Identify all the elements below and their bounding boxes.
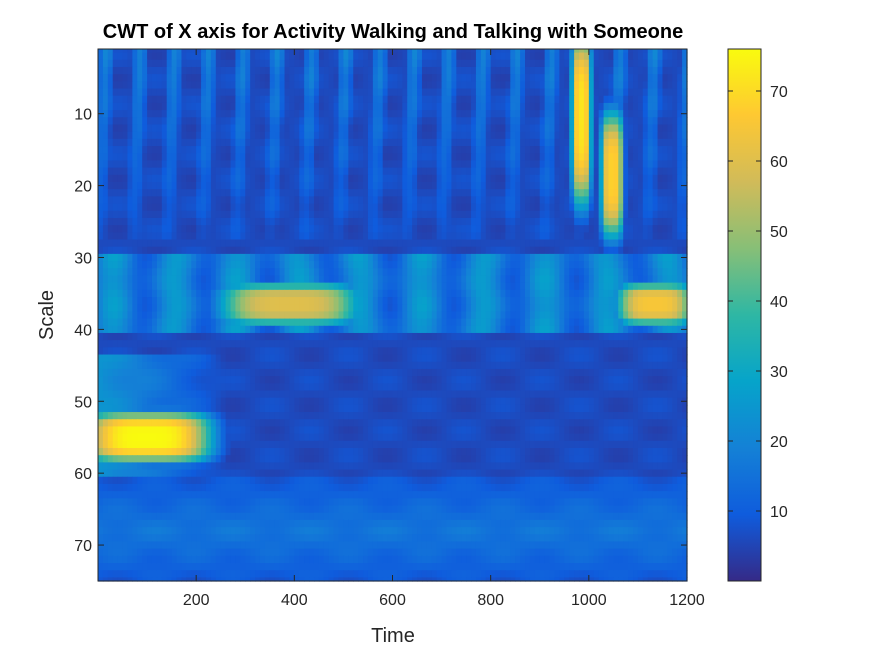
x-axis-label: Time [371,625,415,647]
x-axis: 200 400 600 800 1000 1200 [183,49,705,609]
heatmap-plot-area [98,49,688,582]
colorbar-tick-label: 70 [770,84,788,101]
y-axis-label: Scale [36,290,58,340]
x-tick-label: 1200 [669,592,705,609]
colorbar-tick-label: 50 [770,224,788,241]
y-tick-label: 60 [74,466,92,483]
x-tick-label: 200 [183,592,210,609]
y-tick-label: 40 [74,322,92,339]
y-tick-label: 70 [74,538,92,555]
colorbar-axis: 10 20 30 40 50 60 70 [728,84,788,521]
y-tick-label: 20 [74,179,92,196]
y-tick-label: 50 [74,394,92,411]
x-tick-label: 600 [379,592,406,609]
colorbar-tick-label: 20 [770,434,788,451]
colorbar-tick-label: 10 [770,504,788,521]
colorbar-tick-label: 40 [770,294,788,311]
y-tick-label: 10 [74,107,92,124]
x-tick-label: 1000 [571,592,607,609]
colorbar-tick-label: 60 [770,154,788,171]
x-tick-label: 400 [281,592,308,609]
y-axis: 10 20 30 40 50 60 70 [74,107,687,555]
x-tick-label: 800 [477,592,504,609]
colorbar [727,48,762,582]
colorbar-tick-label: 30 [770,364,788,381]
chart-title: CWT of X axis for Activity Walking and T… [103,21,683,43]
y-tick-label: 30 [74,250,92,267]
